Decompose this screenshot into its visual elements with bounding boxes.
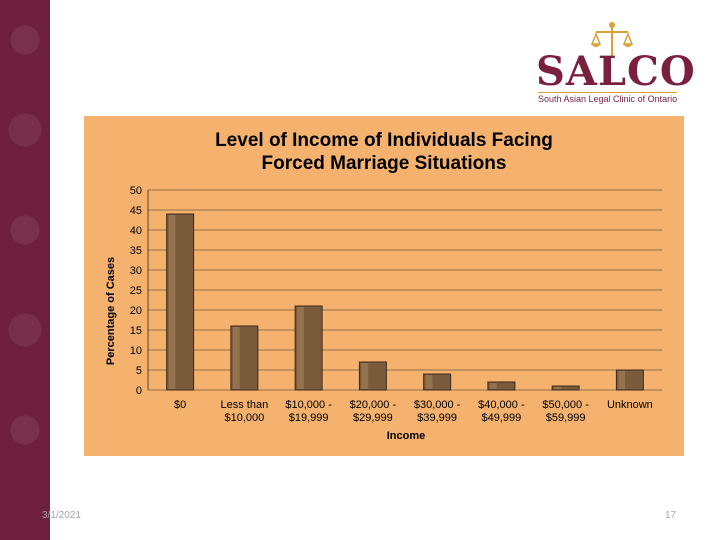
x-tick-label: $39,999 (417, 412, 457, 424)
y-tick-label: 40 (130, 225, 142, 237)
x-tick-label: $29,999 (353, 412, 393, 424)
slide-page-number: 17 (665, 510, 677, 521)
chart-title-line-1: Level of Income of Individuals Facing (215, 130, 553, 151)
y-tick-label: 45 (130, 205, 142, 217)
x-tick-label: $10,000 - (285, 399, 332, 411)
logo-tagline: South Asian Legal Clinic of Ontario (538, 92, 678, 104)
y-tick-label: 35 (130, 245, 142, 257)
x-tick-label: $49,999 (481, 412, 521, 424)
x-tick-label: $50,000 - (542, 399, 589, 411)
y-tick-label: 0 (136, 385, 142, 397)
x-tick-label: $20,000 - (350, 399, 397, 411)
x-tick-label: $0 (174, 399, 186, 411)
bar-highlight (554, 387, 561, 389)
bar-5 (487, 381, 516, 391)
logo-wordmark: SALCO (536, 48, 696, 95)
bar-highlight (297, 307, 304, 389)
y-tick-label: 10 (130, 345, 142, 357)
x-tick-label: $59,999 (546, 412, 586, 424)
bar-highlight (618, 371, 626, 389)
y-tick-label: 30 (130, 265, 142, 277)
y-tick-label: 50 (130, 185, 142, 197)
bar-highlight (232, 327, 240, 389)
slide-date: 3/1/2021 (42, 510, 81, 521)
decorative-side-band (0, 0, 50, 540)
y-tick-label: 5 (136, 365, 142, 377)
scales-of-justice-icon (590, 22, 634, 58)
x-tick-label: $10,000 (224, 412, 264, 424)
y-axis-label: Percentage of Cases (105, 257, 117, 365)
x-tick-label: Unknown (607, 399, 653, 411)
y-tick-label: 20 (130, 305, 142, 317)
chart-container: Level of Income of Individuals Facing Fo… (84, 116, 684, 456)
chart-title-line-2: Forced Marriage Situations (262, 153, 507, 174)
y-tick-label: 25 (130, 285, 142, 297)
bar-highlight (168, 215, 176, 389)
income-bar-chart: Level of Income of Individuals Facing Fo… (105, 130, 662, 442)
x-tick-label: $30,000 - (414, 399, 461, 411)
bar-highlight (425, 375, 433, 389)
x-tick-label: $40,000 - (478, 399, 525, 411)
bar-highlight (489, 383, 497, 389)
bar-highlight (361, 363, 369, 389)
x-tick-label: $19,999 (289, 412, 329, 424)
bar-6 (551, 385, 580, 391)
x-tick-label: Less than (221, 399, 269, 411)
salco-logo: SALCO South Asian Legal Clinic of Ontari… (534, 20, 696, 106)
y-tick-label: 15 (130, 325, 142, 337)
x-axis-label: Income (387, 430, 426, 442)
